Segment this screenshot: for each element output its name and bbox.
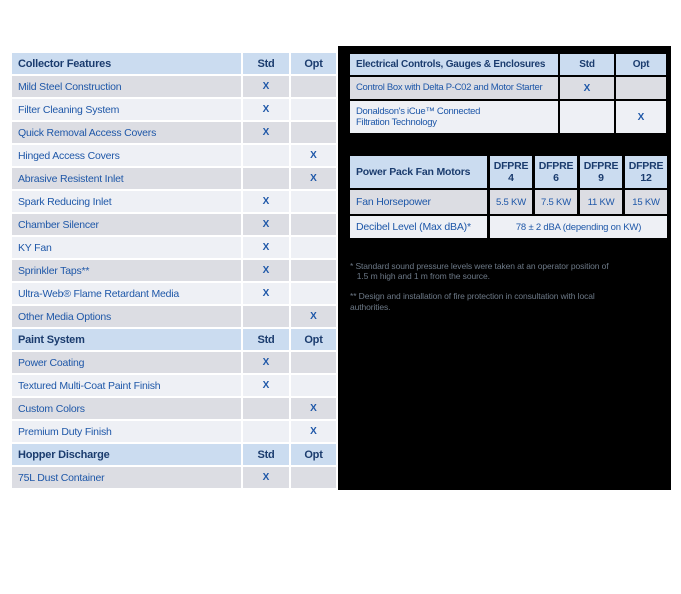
feature-label: Mild Steel Construction: [12, 76, 241, 97]
opt-cell: [616, 77, 666, 99]
feature-label: Abrasive Resistent Inlet: [12, 168, 241, 189]
std-cell: [243, 168, 289, 189]
std-header: Std: [560, 54, 614, 75]
fan-column-family: DFPRE: [493, 159, 529, 172]
opt-cell: [291, 352, 336, 373]
fan-column-model: 9: [598, 172, 604, 184]
feature-label: Ultra-Web® Flame Retardant Media: [12, 283, 241, 304]
fan-column-header: DFPRE 12: [625, 156, 667, 188]
section-title: Collector Features: [12, 53, 241, 74]
feature-label: Control Box with Delta P-C02 and Motor S…: [350, 77, 558, 99]
fan-column-header: DFPRE 6: [535, 156, 577, 188]
opt-cell: X: [291, 398, 336, 419]
std-cell: [243, 306, 289, 327]
std-cell: X: [243, 283, 289, 304]
fan-value-cell: 7.5 KW: [535, 190, 577, 214]
fan-column-header: DFPRE 9: [580, 156, 622, 188]
fan-column-family: DFPRE: [583, 159, 619, 172]
fan-table-title: Power Pack Fan Motors: [350, 156, 487, 188]
feature-label: Premium Duty Finish: [12, 421, 241, 442]
dark-panel: Electrical Controls, Gauges & Enclosures…: [338, 46, 671, 490]
fan-value-cell: 15 KW: [625, 190, 667, 214]
std-header: Std: [243, 329, 289, 350]
feature-label: 75L Dust Container: [12, 467, 241, 488]
opt-cell: [291, 76, 336, 97]
std-cell: X: [243, 352, 289, 373]
fan-motors-table: Power Pack Fan Motors DFPRE 4 DFPRE 6 DFPRE 9 D…: [350, 156, 667, 238]
opt-cell: X: [616, 101, 666, 133]
opt-header: Opt: [616, 54, 666, 75]
std-cell: [560, 101, 614, 133]
feature-label: Spark Reducing Inlet: [12, 191, 241, 212]
opt-cell: [291, 99, 336, 120]
feature-label: Sprinkler Taps**: [12, 260, 241, 281]
feature-label: Quick Removal Access Covers: [12, 122, 241, 143]
std-cell: [243, 145, 289, 166]
footnote-fire-protection: ** Design and installation of fire prote…: [350, 291, 595, 312]
opt-cell: [291, 191, 336, 212]
std-cell: [243, 398, 289, 419]
opt-cell: X: [291, 306, 336, 327]
feature-label: Filter Cleaning System: [12, 99, 241, 120]
opt-cell: [291, 375, 336, 396]
feature-label: Donaldson's iCue™ Connected Filtration T…: [350, 101, 558, 133]
opt-cell: [291, 260, 336, 281]
std-cell: X: [243, 375, 289, 396]
fan-value-cell: 11 KW: [580, 190, 622, 214]
std-header: Std: [243, 444, 289, 465]
feature-label: Hinged Access Covers: [12, 145, 241, 166]
std-cell: X: [243, 237, 289, 258]
std-cell: [243, 421, 289, 442]
fan-column-model: 4: [508, 172, 514, 184]
opt-cell: [291, 283, 336, 304]
feature-label: KY Fan: [12, 237, 241, 258]
electrical-table: Electrical Controls, Gauges & Enclosures…: [350, 54, 666, 133]
std-cell: X: [243, 191, 289, 212]
std-cell: X: [243, 214, 289, 235]
section-title: Hopper Discharge: [12, 444, 241, 465]
opt-cell: X: [291, 145, 336, 166]
std-cell: X: [243, 260, 289, 281]
std-cell: X: [560, 77, 614, 99]
footnotes: * Standard sound pressure levels were ta…: [350, 261, 672, 312]
footnote-sound-pressure: * Standard sound pressure levels were ta…: [350, 261, 609, 282]
std-cell: X: [243, 467, 289, 488]
decibel-row-label: Decibel Level (Max dBA)*: [350, 216, 487, 238]
opt-header: Opt: [291, 444, 336, 465]
opt-cell: [291, 237, 336, 258]
std-cell: X: [243, 99, 289, 120]
section-hopper-discharge: Hopper Discharge Std Opt 75L Dust Container…: [12, 444, 336, 488]
section-paint-system: Paint System Std Opt Power Coating X Textured…: [12, 329, 336, 442]
opt-cell: [291, 214, 336, 235]
opt-cell: X: [291, 168, 336, 189]
fan-column-family: DFPRE: [538, 159, 574, 172]
decibel-merged-value: 78 ± 2 dBA (depending on KW): [490, 216, 667, 238]
electrical-title: Electrical Controls, Gauges & Enclosures: [350, 54, 558, 75]
feature-label: Power Coating: [12, 352, 241, 373]
opt-cell: [291, 122, 336, 143]
section-title: Paint System: [12, 329, 241, 350]
fan-column-family: DFPRE: [628, 159, 664, 172]
opt-cell: [291, 467, 336, 488]
opt-cell: X: [291, 421, 336, 442]
fan-column-model: 6: [553, 172, 559, 184]
fan-column-model: 12: [640, 172, 652, 184]
feature-tables: Collector Features Std Opt Mild Steel Const…: [12, 53, 336, 490]
fan-column-header: DFPRE 4: [490, 156, 532, 188]
opt-header: Opt: [291, 53, 336, 74]
fan-value-cell: 5.5 KW: [490, 190, 532, 214]
feature-label: Textured Multi-Coat Paint Finish: [12, 375, 241, 396]
feature-label: Custom Colors: [12, 398, 241, 419]
fan-row-label: Fan Horsepower: [350, 190, 487, 214]
std-cell: X: [243, 122, 289, 143]
opt-header: Opt: [291, 329, 336, 350]
section-collector-features: Collector Features Std Opt Mild Steel Const…: [12, 53, 336, 327]
std-cell: X: [243, 76, 289, 97]
feature-label: Other Media Options: [12, 306, 241, 327]
std-header: Std: [243, 53, 289, 74]
feature-label: Chamber Silencer: [12, 214, 241, 235]
